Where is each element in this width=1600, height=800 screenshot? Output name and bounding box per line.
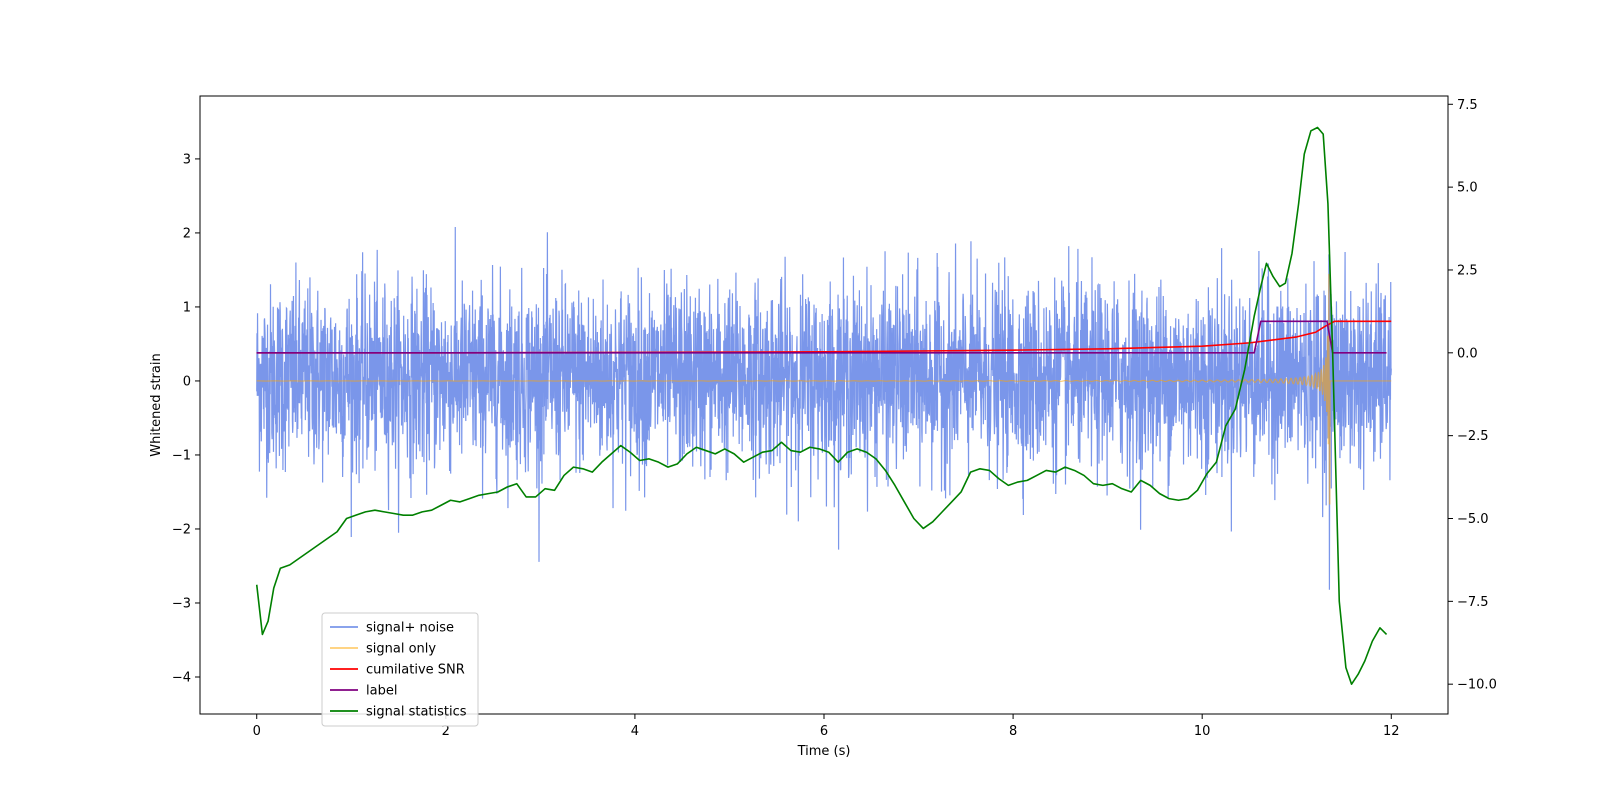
y-axis-label: Whitened strain: [149, 353, 164, 456]
plot-area: [255, 126, 1392, 685]
y-tick-label: −4: [172, 670, 191, 685]
y-tick-label: −3: [172, 596, 191, 611]
y-tick-label: 2: [183, 226, 191, 241]
series-signal-noise-line: [256, 227, 1392, 590]
legend: signal+ noise signal only cumilative SNR la…: [321, 612, 479, 727]
legend-label: cumilative SNR: [366, 663, 465, 678]
legend-label: label: [366, 684, 397, 699]
y-axis-left: −4 −3 −2 −1 0 1 2 3: [172, 152, 200, 685]
y2-tick-label: −10.0: [1457, 678, 1497, 693]
x-tick-label: 4: [631, 724, 639, 739]
y2-tick-label: 2.5: [1457, 263, 1478, 278]
legend-label: signal statistics: [366, 705, 467, 720]
y-tick-label: −1: [172, 448, 191, 463]
x-tick-label: 2: [442, 724, 450, 739]
x-tick-label: 10: [1194, 724, 1211, 739]
series-signal-statistics-line: [255, 126, 1388, 685]
y2-tick-label: 7.5: [1457, 98, 1478, 113]
y2-tick-label: −5.0: [1457, 512, 1489, 527]
y-tick-label: 0: [183, 374, 191, 389]
y-tick-label: 1: [183, 300, 191, 315]
x-tick-label: 0: [253, 724, 261, 739]
series-label-line: [256, 320, 1387, 354]
legend-box: [321, 612, 479, 727]
series-signal-only-line: [256, 273, 1392, 505]
legend-label: signal only: [366, 642, 436, 657]
y2-tick-label: −2.5: [1457, 429, 1489, 444]
y2-tick-label: −7.5: [1457, 595, 1489, 610]
y2-tick-label: 0.0: [1457, 346, 1478, 361]
y-tick-label: 3: [183, 152, 191, 167]
legend-label: signal+ noise: [366, 621, 454, 636]
x-tick-label: 6: [820, 724, 828, 739]
y-axis-right: −10.0 −7.5 −5.0 −2.5 0.0 2.5 5.0 7.5: [1448, 98, 1497, 693]
y2-tick-label: 5.0: [1457, 181, 1478, 196]
x-tick-label: 8: [1009, 724, 1017, 739]
y-tick-label: −2: [172, 522, 191, 537]
x-axis-label: Time (s): [797, 744, 851, 759]
x-tick-label: 12: [1383, 724, 1400, 739]
